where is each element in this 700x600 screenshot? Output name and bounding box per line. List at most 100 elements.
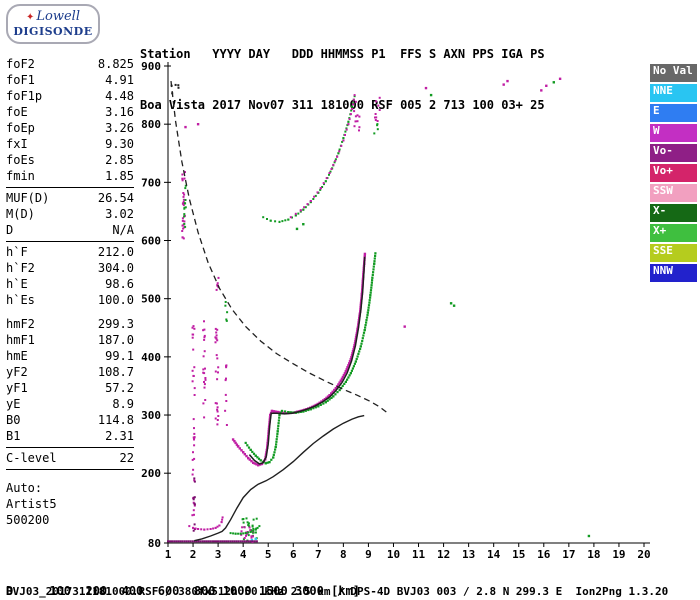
param-row: Artist5 xyxy=(6,496,134,512)
param-row: fxI 9.30 xyxy=(6,136,134,152)
x-tick-label: 13 xyxy=(462,548,475,561)
param-row: foF1 4.91 xyxy=(6,72,134,88)
param-value: 8.825 xyxy=(97,57,134,71)
param-value: 98.6 xyxy=(105,277,134,291)
legend-item: W xyxy=(650,124,697,142)
header-columns-row: Station YYYY DAY DDD HHMMSS P1 FFS S AXN… xyxy=(140,47,545,61)
x-tick-label: 5 xyxy=(265,548,272,561)
param-row: foEp 3.26 xyxy=(6,120,134,136)
param-value: 22 xyxy=(119,451,134,465)
param-value: 114.8 xyxy=(97,413,134,427)
fitted-curves xyxy=(170,81,388,542)
param-value: 187.0 xyxy=(97,333,134,347)
legend-item: SSE xyxy=(650,244,697,262)
param-label: Auto: xyxy=(6,481,43,495)
noise-dots xyxy=(170,77,591,543)
param-row: h`E 98.6 xyxy=(6,276,134,292)
param-label: fxI xyxy=(6,137,28,151)
distance-row: D 100 200 400 600 800 1000 1500 3000 [km… xyxy=(6,584,361,598)
legend-item: NNE xyxy=(650,84,697,102)
y-tick-label: 700 xyxy=(141,176,161,189)
param-row: h`Es 100.0 xyxy=(6,292,134,308)
x-tick-label: 11 xyxy=(412,548,426,561)
param-value: 8.9 xyxy=(112,397,134,411)
x-tick-label: 12 xyxy=(437,548,450,561)
param-value: 100.0 xyxy=(97,293,134,307)
param-row: foF1p 4.48 xyxy=(6,88,134,104)
true-height-profile xyxy=(194,414,365,542)
param-value: 99.1 xyxy=(105,349,134,363)
param-row: D N/A xyxy=(6,222,134,238)
param-label: foF1p xyxy=(6,89,43,103)
param-value: 2.31 xyxy=(105,429,134,443)
x-tick-label: 4 xyxy=(240,548,247,561)
param-value: 108.7 xyxy=(97,365,134,379)
x-tick-label: 1 xyxy=(165,548,172,561)
param-label: hmF2 xyxy=(6,317,35,331)
param-separator xyxy=(6,469,134,470)
param-label: h`F xyxy=(6,245,28,259)
param-row: fmin 1.85 xyxy=(6,168,134,184)
param-value: 3.26 xyxy=(105,121,134,135)
direction-color-legend: No Val NNE E W Vo- Vo+ SSW X- X+ SSE NNW xyxy=(650,64,697,284)
param-row: foE 3.16 xyxy=(6,104,134,120)
header-values-row: Boa Vista 2017 Nov07 311 181000 RSF 005 … xyxy=(140,98,545,112)
legend-item: Vo+ xyxy=(650,164,697,182)
param-row: yE 8.9 xyxy=(6,396,134,412)
legend-item: X- xyxy=(650,204,697,222)
logo-digisonde-text: DIGISONDE xyxy=(13,25,93,38)
x-tick-label: 17 xyxy=(562,548,575,561)
param-row: foEs 2.85 xyxy=(6,152,134,168)
param-label: C-level xyxy=(6,451,57,465)
x-tick-label: 2 xyxy=(190,548,197,561)
legend-item: No Val xyxy=(650,64,697,82)
legend-item: NNW xyxy=(650,264,697,282)
param-value: 1.85 xyxy=(105,169,134,183)
param-label: B0 xyxy=(6,413,21,427)
param-row: B1 2.31 xyxy=(6,428,134,444)
param-label: MUF(D) xyxy=(6,191,50,205)
param-value: 304.0 xyxy=(97,261,134,275)
param-label: fmin xyxy=(6,169,35,183)
param-label: hmF1 xyxy=(6,333,35,347)
status-line: BVJ03_2017311181000.RSF / 380fx512h 50 k… xyxy=(6,585,669,598)
digisonde-logo: ✦ Lowell DIGISONDE xyxy=(6,4,100,44)
x-tick-label: 6 xyxy=(290,548,297,561)
y-tick-label: 400 xyxy=(141,351,161,364)
param-row: yF2 108.7 xyxy=(6,364,134,380)
y-tick-label: 500 xyxy=(141,293,161,306)
param-label: M(D) xyxy=(6,207,35,221)
y-tick-label: 900 xyxy=(141,60,161,73)
param-value: 4.48 xyxy=(105,89,134,103)
logo-star-icon: ✦ xyxy=(26,12,35,23)
x-tick-label: 10 xyxy=(387,548,400,561)
param-row: MUF(D) 26.54 xyxy=(6,190,134,206)
x-tick-label: 7 xyxy=(315,548,322,561)
param-separator xyxy=(6,447,134,448)
param-label: foEs xyxy=(6,153,35,167)
y-tick-label: 600 xyxy=(141,235,161,248)
y-tick-label: 200 xyxy=(141,467,161,480)
echo-traces xyxy=(167,94,377,543)
param-row: hmF2 299.3 xyxy=(6,316,134,332)
param-label: hmE xyxy=(6,349,28,363)
param-label: yF1 xyxy=(6,381,28,395)
x-tick-label: 16 xyxy=(537,548,551,561)
param-label: yE xyxy=(6,397,21,411)
param-value: 212.0 xyxy=(97,245,134,259)
param-label: foEp xyxy=(6,121,35,135)
muf-transmission-curve xyxy=(170,81,388,414)
x-tick-label: 19 xyxy=(612,548,625,561)
x-tick-label: 8 xyxy=(340,548,347,561)
x-tick-label: 15 xyxy=(512,548,525,561)
axes xyxy=(164,62,650,547)
station-header: Station YYYY DAY DDD HHMMSS P1 FFS S AXN… xyxy=(140,12,545,148)
param-label: h`F2 xyxy=(6,261,35,275)
param-value: 2.85 xyxy=(105,153,134,167)
logo-lowell: ✦ Lowell xyxy=(8,9,98,25)
x-tick-label: 20 xyxy=(637,548,650,561)
param-value: 57.2 xyxy=(105,381,134,395)
